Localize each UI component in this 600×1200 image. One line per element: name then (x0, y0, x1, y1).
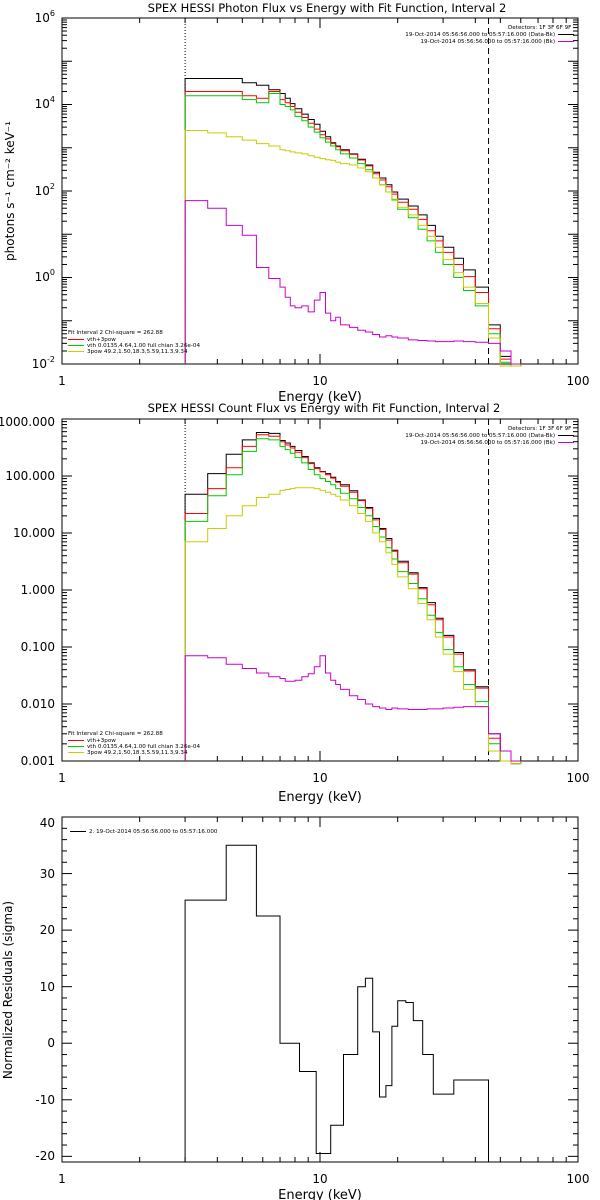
series-line-2 (184, 438, 522, 765)
x-axis-label: Energy (keV) (278, 1188, 362, 1200)
axis-ticks (62, 419, 578, 762)
series-line-2 (184, 93, 522, 367)
x-tick-label: 100 (567, 374, 590, 388)
series-line-3 (184, 130, 522, 367)
series-line-1 (184, 434, 522, 765)
legend-detectors: Detectors: 1F 3F 6F 9F 19-Oct-2014 05:56… (405, 426, 574, 446)
y-tick-label: 100 (35, 268, 55, 284)
chart-title: SPEX HESSI Count Flux vs Energy with Fit… (148, 401, 501, 415)
y-tick-label: 100.000 (5, 469, 55, 483)
y-tick-label: 10-2 (32, 355, 55, 371)
series-line-0 (184, 844, 489, 1162)
series-line-4 (184, 200, 521, 365)
x-tick-label: 1 (58, 1172, 66, 1186)
x-tick-label: 10 (312, 771, 327, 785)
y-tick-label: 0.010 (21, 697, 55, 711)
legend-fit: Fit Interval 2 Chi-square = 262.88 vth+3… (68, 731, 200, 756)
legend-entry-label: vth+3pow (87, 337, 116, 343)
legend-interval: 2. 19-Oct-2014 05:56:56.000 to 05:57:16.… (70, 829, 218, 835)
series-line-3 (184, 487, 522, 765)
x-axis-label: Energy (keV) (278, 790, 362, 805)
y-tick-label: 0 (47, 1036, 55, 1050)
legend-entry-label: 19-Oct-2014 05:56:56.000 to 05:57:16.000… (420, 39, 555, 45)
y-tick-label: 104 (35, 95, 55, 111)
residuals-panel: 1 10 100 Energy (keV) 40 30 20 10 0 -10 … (1, 816, 589, 1200)
legend-entry-label: 3pow 49.2,1.50,18.3,5.59,11.3,9.34 (87, 349, 188, 355)
data-series (184, 432, 522, 765)
y-tick-label: 10 (40, 980, 55, 994)
y-tick-label: 106 (35, 9, 55, 25)
x-tick-labels: 1 10 100 (58, 771, 589, 785)
y-tick-label: -20 (35, 1149, 55, 1163)
axis-ticks (62, 18, 578, 365)
legend-header: Fit Interval 2 Chi-square = 262.88 (68, 330, 163, 336)
legend-entry-label: vth+3pow (87, 738, 116, 744)
legend-detectors: Detectors: 1F 3F 6F 9F 19-Oct-2014 05:56… (405, 25, 574, 45)
y-axis-label: Normalized Residuals (sigma) (1, 901, 15, 1079)
y-tick-label: 0.001 (21, 754, 55, 768)
x-tick-label: 1 (58, 374, 66, 388)
y-tick-label: -10 (35, 1093, 55, 1107)
y-tick-label: 1000.000 (0, 415, 55, 429)
legend-entry-label: 3pow 49.2,1.50,18.3,5.59,11.3,9.34 (87, 750, 188, 756)
data-series (184, 844, 489, 1162)
legend-header: Fit Interval 2 Chi-square = 262.88 (68, 731, 163, 737)
legend-entry-label: vth 0.0135,4.64,1.00 full chian 3.26e-04 (87, 343, 200, 349)
legend-entry-label: 19-Oct-2014 05:56:56.000 to 05:57:16.000… (405, 32, 555, 38)
photon-flux-panel: SPEX HESSI Photon Flux vs Energy with Fi… (3, 1, 589, 405)
y-tick-label: 0.100 (21, 640, 55, 654)
y-tick-labels: 10-2 100 102 104 106 (32, 9, 55, 371)
x-tick-label: 1 (58, 771, 66, 785)
y-tick-labels: 0.001 0.010 0.100 1.000 10.000 100.000 1… (0, 415, 55, 768)
x-tick-label: 100 (567, 1172, 590, 1186)
data-series (184, 78, 522, 367)
y-tick-label: 20 (40, 923, 55, 937)
legend-entry-label: 2. 19-Oct-2014 05:56:56.000 to 05:57:16.… (89, 829, 218, 835)
legend-fit: Fit Interval 2 Chi-square = 262.88 vth+3… (68, 330, 200, 355)
x-tick-label: 10 (312, 374, 327, 388)
y-tick-label: 30 (40, 867, 55, 881)
legend-header: Detectors: 1F 3F 6F 9F (508, 426, 571, 432)
series-line-4 (184, 655, 521, 762)
x-tick-labels: 1 10 100 (58, 1172, 589, 1186)
axis-ticks (62, 816, 578, 1162)
y-tick-label: 1.000 (21, 583, 55, 597)
y-tick-label: 10.000 (13, 526, 55, 540)
chart-title: SPEX HESSI Photon Flux vs Energy with Fi… (148, 1, 507, 15)
legend-header: Detectors: 1F 3F 6F 9F (508, 25, 571, 31)
y-tick-label: 40 (40, 816, 55, 830)
y-tick-label: 102 (35, 182, 55, 198)
x-tick-labels: 1 10 100 (58, 374, 589, 388)
legend-entry-label: 19-Oct-2014 05:56:56.000 to 05:57:16.000… (405, 433, 555, 439)
x-tick-label: 10 (312, 1172, 327, 1186)
y-axis-label: photons s⁻¹ cm⁻² keV⁻¹ (3, 121, 17, 261)
x-axis-label: Energy (keV) (278, 390, 362, 405)
legend-entry-label: vth 0.0135,4.64,1.00 full chian 3.26e-04 (87, 744, 200, 750)
legend-entry-label: 19-Oct-2014 05:56:56.000 to 05:57:16.000… (420, 440, 555, 446)
x-tick-label: 100 (567, 771, 590, 785)
y-tick-labels: 40 30 20 10 0 -10 -20 (35, 816, 55, 1163)
count-flux-panel: SPEX HESSI Count Flux vs Energy with Fit… (0, 401, 589, 805)
series-line-0 (184, 78, 522, 367)
